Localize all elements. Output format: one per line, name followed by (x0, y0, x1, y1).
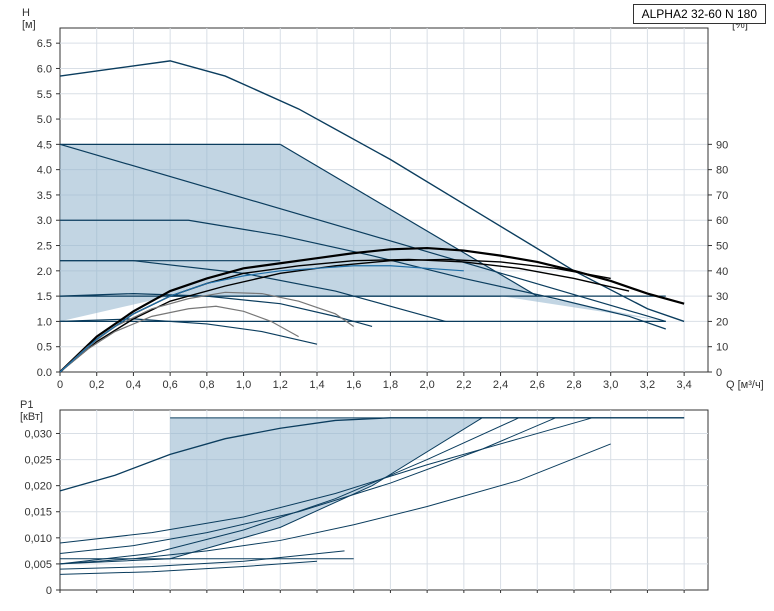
svg-text:2.0: 2.0 (37, 266, 52, 278)
svg-text:0.0: 0.0 (37, 367, 52, 379)
svg-text:4.0: 4.0 (37, 165, 52, 177)
svg-text:[кВт]: [кВт] (20, 411, 43, 423)
pump-curve-chart: ALPHA2 32-60 N 180 0 0,2 0,4 0,6 0,8 1,0 1,2 1,… (0, 0, 774, 611)
svg-text:1,6: 1,6 (346, 379, 361, 391)
svg-text:2.5: 2.5 (37, 241, 52, 253)
svg-text:70: 70 (716, 190, 728, 202)
svg-text:3,2: 3,2 (640, 379, 655, 391)
svg-text:1,0: 1,0 (236, 379, 251, 391)
svg-text:1.5: 1.5 (37, 291, 52, 303)
svg-text:2,8: 2,8 (566, 379, 581, 391)
svg-text:0,6: 0,6 (162, 379, 177, 391)
svg-text:3,0: 3,0 (603, 379, 618, 391)
svg-text:0,8: 0,8 (199, 379, 214, 391)
svg-text:5.0: 5.0 (37, 114, 52, 126)
svg-text:3.5: 3.5 (37, 190, 52, 202)
svg-text:6.0: 6.0 (37, 63, 52, 75)
svg-text:0,4: 0,4 (126, 379, 141, 391)
svg-text:3,4: 3,4 (676, 379, 691, 391)
svg-text:0,2: 0,2 (89, 379, 104, 391)
svg-text:10: 10 (716, 342, 728, 354)
svg-text:0,020: 0,020 (24, 481, 52, 493)
svg-text:0,010: 0,010 (24, 533, 52, 545)
chart-title: ALPHA2 32-60 N 180 (633, 4, 766, 24)
svg-text:50: 50 (716, 241, 728, 253)
svg-text:90: 90 (716, 139, 728, 151)
svg-text:3.0: 3.0 (37, 215, 52, 227)
svg-text:60: 60 (716, 215, 728, 227)
svg-text:0,005: 0,005 (24, 559, 52, 571)
svg-text:6.5: 6.5 (37, 38, 52, 50)
svg-text:1.0: 1.0 (37, 316, 52, 328)
svg-text:2,0: 2,0 (419, 379, 434, 391)
svg-text:2,6: 2,6 (530, 379, 545, 391)
svg-text:0,025: 0,025 (24, 455, 52, 467)
svg-text:40: 40 (716, 266, 728, 278)
svg-text:1,8: 1,8 (383, 379, 398, 391)
svg-text:1,4: 1,4 (309, 379, 324, 391)
svg-text:2,2: 2,2 (456, 379, 471, 391)
svg-text:4.5: 4.5 (37, 139, 52, 151)
svg-text:1,2: 1,2 (273, 379, 288, 391)
svg-text:5.5: 5.5 (37, 89, 52, 101)
svg-text:2,4: 2,4 (493, 379, 508, 391)
svg-text:H: H (22, 7, 30, 19)
svg-text:[м]: [м] (22, 19, 36, 31)
svg-text:0: 0 (716, 367, 722, 379)
svg-text:30: 30 (716, 291, 728, 303)
svg-text:80: 80 (716, 165, 728, 177)
svg-text:0,015: 0,015 (24, 507, 52, 519)
svg-text:20: 20 (716, 316, 728, 328)
svg-text:P1: P1 (20, 399, 33, 411)
svg-text:0: 0 (57, 379, 63, 391)
svg-text:0,030: 0,030 (24, 428, 52, 440)
chart-svg: 0 0,2 0,4 0,6 0,8 1,0 1,2 1,4 1,6 1,8 2,0 2,2 2,4 2,6… (0, 0, 774, 611)
svg-text:Q [м³/ч]: Q [м³/ч] (726, 379, 764, 391)
svg-text:0.5: 0.5 (37, 342, 52, 354)
svg-text:0: 0 (46, 585, 52, 597)
